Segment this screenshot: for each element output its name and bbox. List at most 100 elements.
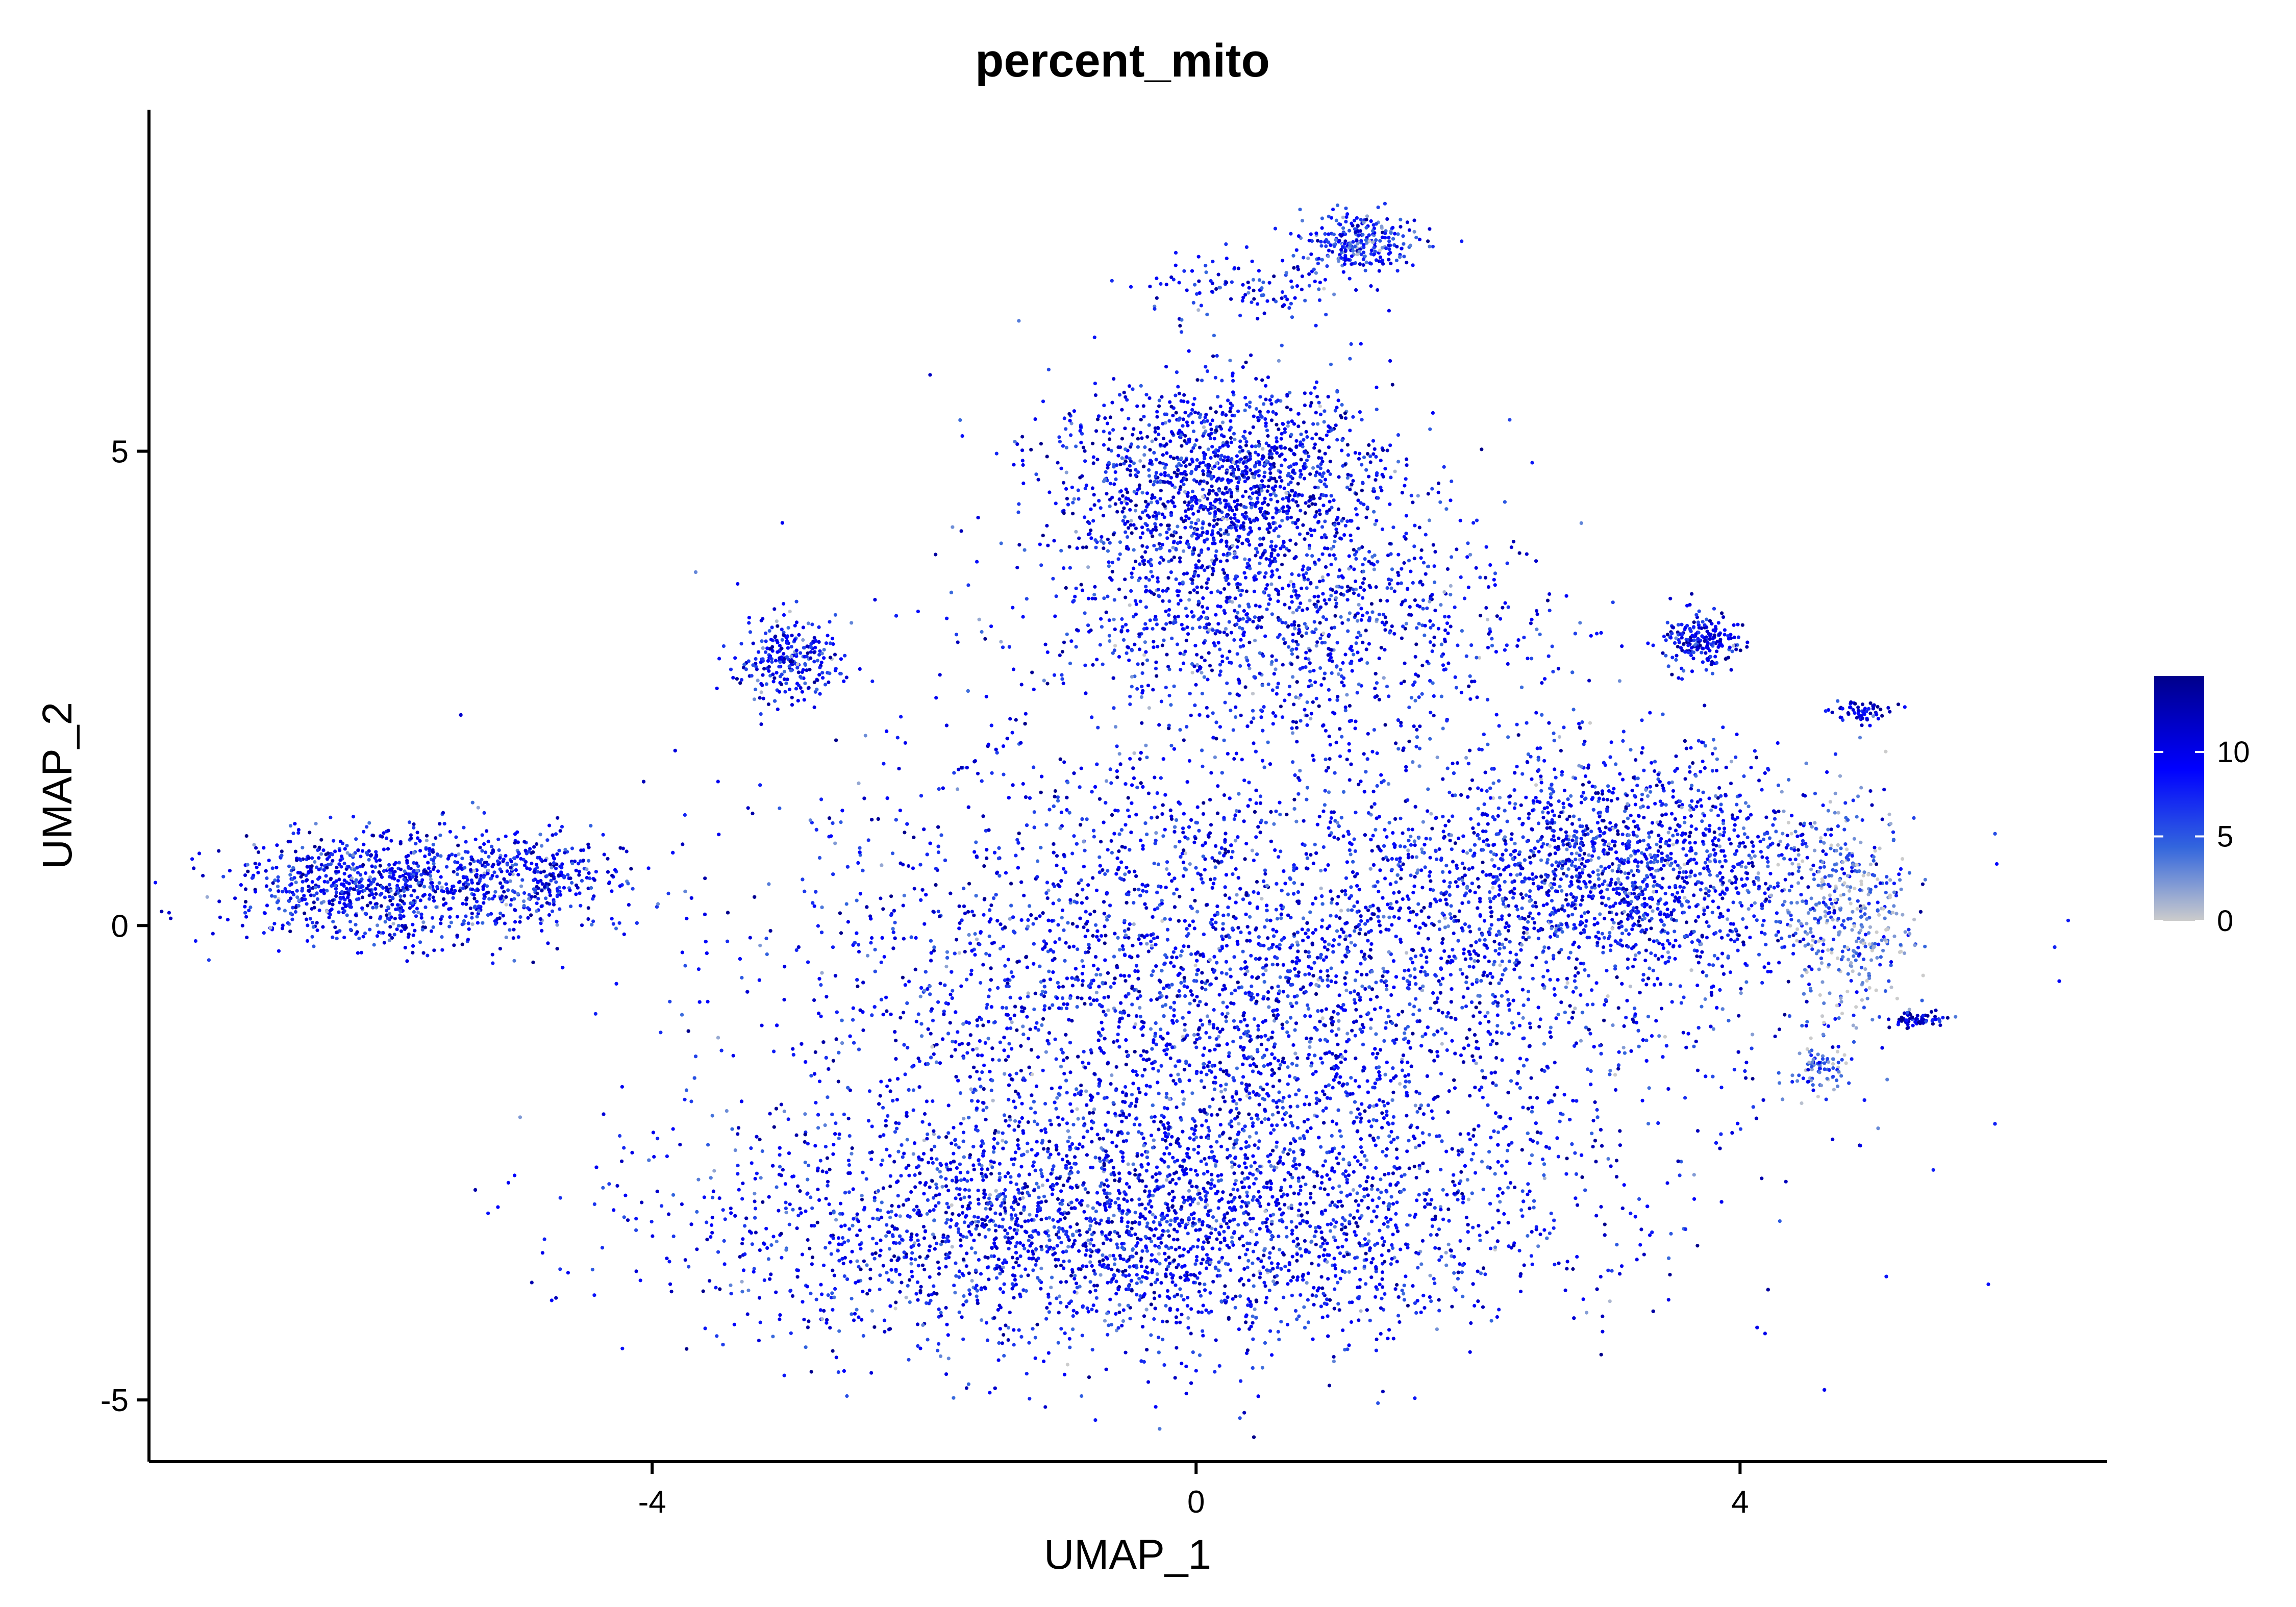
- cell-point: [1432, 1059, 1436, 1063]
- cell-point: [1359, 1014, 1363, 1018]
- cell-point: [1117, 832, 1121, 836]
- cell-point: [1608, 931, 1612, 935]
- cell-point: [1209, 982, 1213, 986]
- cell-point: [1483, 1014, 1487, 1018]
- cell-point: [962, 1155, 966, 1159]
- cell-point: [871, 1216, 875, 1220]
- cell-point: [1444, 897, 1448, 901]
- cell-point: [1282, 936, 1286, 940]
- cell-point: [1038, 964, 1042, 968]
- cell-point: [1106, 869, 1110, 873]
- cell-point: [1208, 1019, 1212, 1023]
- cell-point: [1324, 955, 1329, 959]
- cell-point: [1115, 744, 1119, 748]
- cell-point: [1477, 822, 1481, 826]
- cell-point: [1181, 967, 1185, 971]
- cell-point: [1226, 1011, 1230, 1016]
- cell-point: [1181, 1129, 1185, 1134]
- cell-point: [1025, 955, 1029, 959]
- cell-point: [811, 901, 815, 905]
- cell-point: [1488, 1201, 1492, 1206]
- cell-point: [1221, 1000, 1225, 1005]
- cell-point: [1365, 1079, 1369, 1083]
- cell-point: [1144, 650, 1148, 654]
- cell-point: [1157, 1091, 1161, 1095]
- cell-point: [1463, 922, 1467, 926]
- cell-point: [1120, 1090, 1125, 1094]
- cell-point: [987, 934, 991, 938]
- cell-point: [1113, 976, 1117, 981]
- cell-point: [1695, 1129, 1700, 1133]
- cell-point: [901, 903, 905, 908]
- cell-point: [918, 994, 922, 998]
- cell-point: [1026, 924, 1030, 928]
- cell-point: [1100, 1020, 1104, 1024]
- cell-point: [1640, 1098, 1644, 1102]
- cell-point: [1353, 943, 1357, 947]
- cell-point: [1053, 789, 1057, 793]
- cell-point: [1066, 781, 1070, 785]
- cell-point: [1411, 1012, 1415, 1017]
- cell-point: [1138, 994, 1142, 998]
- cell-point: [1805, 999, 1809, 1003]
- cell-point: [1206, 1240, 1210, 1244]
- cell-point: [1287, 1034, 1291, 1038]
- cell-point: [1402, 976, 1406, 981]
- cell-point: [1291, 760, 1295, 764]
- cell-point: [1304, 1095, 1309, 1099]
- cell-point: [1414, 855, 1418, 859]
- cell-point: [1594, 981, 1599, 985]
- cell-point: [1347, 742, 1351, 746]
- cell-point: [819, 1014, 823, 1018]
- cell-point: [706, 999, 710, 1003]
- cell-point: [902, 893, 906, 897]
- cell-point: [1646, 1122, 1651, 1126]
- cell-point: [1120, 944, 1125, 948]
- cell-point: [1931, 1168, 1935, 1172]
- cell-point: [1141, 1136, 1145, 1140]
- cell-point: [1579, 993, 1583, 997]
- cell-point: [1172, 1000, 1176, 1005]
- cell-point: [1398, 1082, 1402, 1086]
- cell-point: [689, 896, 693, 900]
- cell-point: [1266, 936, 1270, 940]
- cell-point: [1599, 631, 1603, 635]
- cell-point: [932, 1208, 936, 1212]
- cell-point: [901, 1155, 905, 1159]
- cell-point: [1261, 972, 1265, 976]
- cell-point: [1104, 934, 1108, 938]
- cell-point: [1338, 1075, 1342, 1079]
- cell-point: [1021, 1024, 1025, 1028]
- cell-point: [1364, 906, 1368, 910]
- cell-point: [808, 818, 812, 822]
- cell-point: [1349, 1076, 1353, 1080]
- cell-point: [1137, 990, 1141, 994]
- cell-point: [647, 1158, 651, 1162]
- cell-point: [1437, 1134, 1441, 1138]
- cell-point: [783, 965, 787, 969]
- cell-point: [1406, 848, 1410, 852]
- cell-point: [1440, 1027, 1444, 1031]
- cell-point: [1345, 950, 1350, 954]
- cell-point: [1156, 1081, 1160, 1085]
- cell-point: [1302, 819, 1306, 823]
- cell-point: [1375, 995, 1379, 999]
- cell-point: [1401, 897, 1405, 901]
- cell-point: [902, 1011, 906, 1015]
- cell-point: [916, 1012, 920, 1016]
- cell-point: [1150, 1047, 1154, 1051]
- cell-point: [934, 883, 938, 887]
- cell-point: [1318, 969, 1322, 973]
- cell-point: [1513, 849, 1517, 853]
- cell-point: [1016, 1124, 1020, 1128]
- cell-point: [1327, 1083, 1331, 1087]
- cell-point: [1144, 906, 1149, 910]
- cell-point: [1404, 1079, 1408, 1084]
- cell-point: [1414, 997, 1418, 1001]
- cell-point: [1188, 1001, 1192, 1006]
- cell-point: [1306, 867, 1310, 871]
- cell-point: [1430, 1109, 1434, 1113]
- cell-point: [891, 946, 895, 950]
- cell-point: [1432, 1033, 1436, 1037]
- cell-point: [1124, 933, 1128, 937]
